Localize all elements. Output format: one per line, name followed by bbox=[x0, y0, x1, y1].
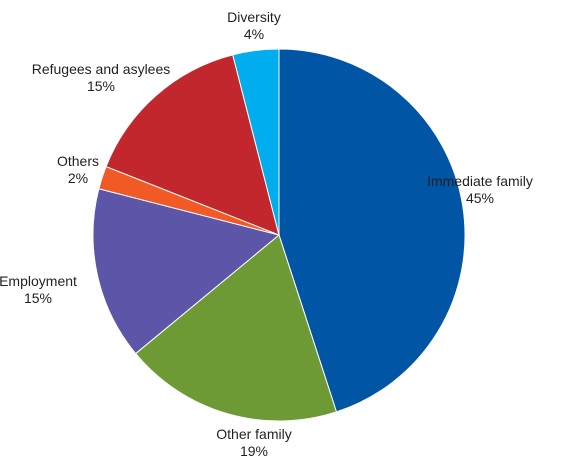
pie-slice-immediate-family bbox=[278, 48, 466, 413]
slice-label: Other family 19% bbox=[216, 426, 291, 459]
slice-label: Diversity 4% bbox=[227, 9, 281, 42]
slice-label-value: 4% bbox=[244, 26, 264, 42]
slice-label: Refugees and asylees 15% bbox=[32, 61, 171, 94]
pie-slice-refugees-and-asylees bbox=[105, 54, 280, 236]
slice-label-value: 2% bbox=[68, 170, 88, 186]
slice-label-name: Others bbox=[57, 153, 99, 169]
slice-label-name: Immediate family bbox=[427, 173, 533, 189]
slice-label-name: Refugees and asylees bbox=[32, 61, 171, 77]
slice-label: Immediate family 45% bbox=[427, 173, 533, 206]
slice-label-value: 15% bbox=[87, 78, 115, 94]
pie-slice-other-family bbox=[134, 234, 338, 422]
slice-label-name: Employment bbox=[0, 273, 77, 289]
pie-slice-diversity bbox=[232, 48, 280, 236]
slice-label-name: Other family bbox=[216, 426, 291, 442]
slice-label-value: 45% bbox=[466, 190, 494, 206]
slice-label-value: 19% bbox=[240, 443, 268, 459]
slice-label: Others 2% bbox=[57, 153, 99, 186]
slice-label-value: 15% bbox=[24, 290, 52, 306]
pie-slice-employment bbox=[92, 188, 281, 355]
slice-label-name: Diversity bbox=[227, 9, 281, 25]
slice-label: Employment 15% bbox=[0, 273, 77, 306]
